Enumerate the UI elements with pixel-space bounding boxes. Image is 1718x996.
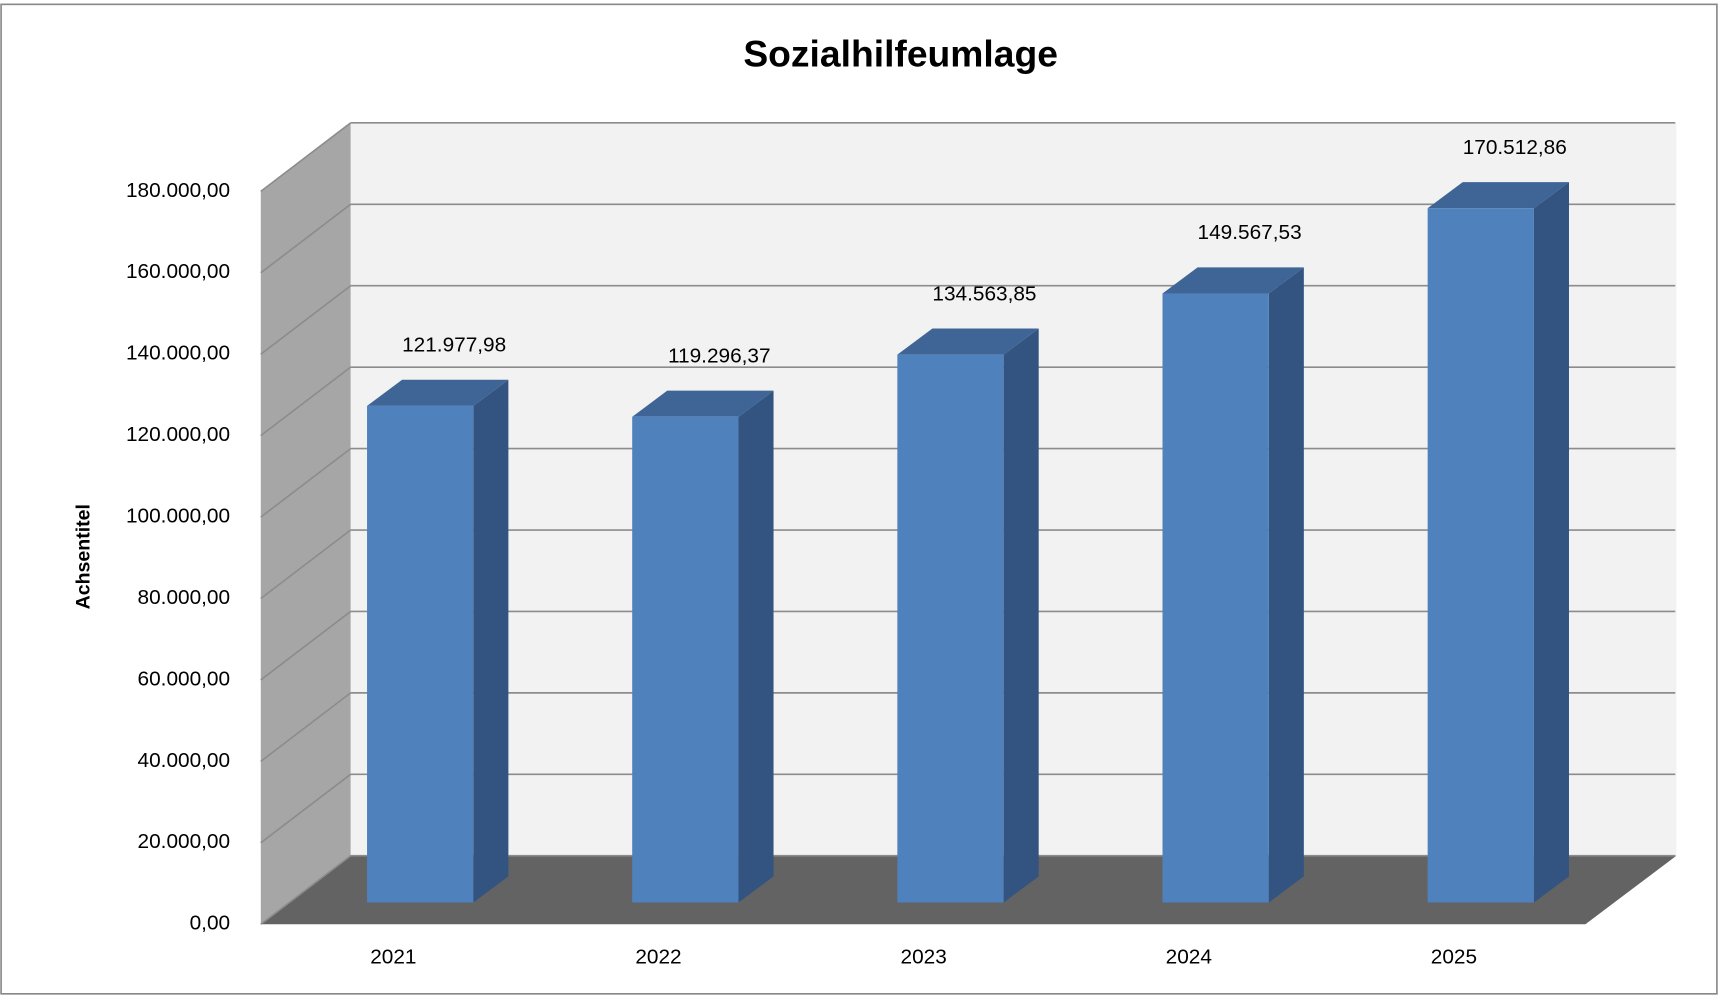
value-label: 134.563,85 (932, 282, 1036, 305)
side-grid-line (260, 203, 352, 274)
side-wall (260, 122, 351, 925)
side-grid-line (260, 529, 352, 600)
bar-side (473, 379, 509, 903)
bar-top (897, 328, 1039, 355)
bar-top (1162, 267, 1304, 294)
bar (1162, 293, 1269, 903)
x-tick-label: 2024 (1166, 945, 1212, 968)
y-tick-label: 120.000,00 (126, 423, 230, 446)
chart-title: Sozialhilfeumlage (743, 32, 1058, 74)
y-tick-label: 180.000,00 (126, 179, 230, 202)
side-grid-line (260, 692, 352, 763)
side-grid-line (260, 610, 352, 681)
bar-side (1533, 182, 1569, 903)
value-label: 119.296,37 (668, 344, 771, 367)
y-tick-label: 20.000,00 (138, 830, 231, 853)
bar-side (1268, 267, 1304, 903)
side-grid-line (260, 285, 352, 355)
x-tick-label: 2023 (901, 945, 947, 968)
y-tick-label: 40.000,00 (138, 749, 231, 772)
y-tick-label: 80.000,00 (138, 586, 231, 609)
x-tick-label: 2025 (1431, 945, 1477, 968)
value-label: 170.512,86 (1463, 136, 1567, 159)
y-tick-label: 100.000,00 (126, 505, 230, 528)
x-tick-label: 2022 (635, 945, 681, 968)
y-tick-label: 60.000,00 (138, 667, 231, 690)
bars (367, 182, 1569, 903)
side-grid-line (260, 366, 352, 437)
bar-side (1003, 328, 1039, 903)
bar-top (1427, 182, 1569, 209)
x-tick-label: 2021 (370, 945, 416, 968)
bar (632, 416, 739, 903)
y-tick-label: 140.000,00 (126, 342, 230, 365)
y-tick-label: 0,00 (190, 912, 230, 935)
side-grid-line (260, 447, 352, 518)
side-grid-line (260, 773, 352, 844)
bar-top (632, 390, 774, 417)
bar (1427, 208, 1534, 903)
y-axis-title: Achsentitel (73, 504, 95, 609)
bar (897, 354, 1004, 903)
value-label: 149.567,53 (1198, 221, 1302, 244)
bar-side (738, 390, 774, 903)
y-tick-label: 160.000,00 (126, 260, 230, 283)
value-label: 121.977,98 (402, 334, 506, 357)
bar-top (367, 379, 509, 406)
side-grid-line (260, 855, 352, 925)
side-grid-line (260, 122, 352, 193)
bar (367, 405, 474, 903)
